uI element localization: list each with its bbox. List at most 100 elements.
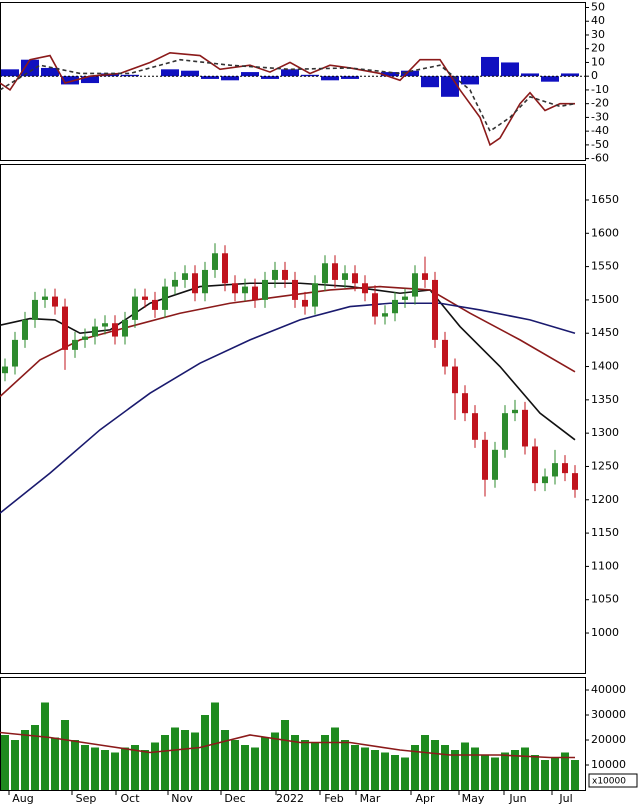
y-tick-label: 50: [591, 0, 605, 13]
y-tick-label: 1100: [591, 559, 619, 572]
candle-body: [272, 269, 278, 280]
histogram-bar: [81, 76, 99, 84]
candle-body: [352, 273, 358, 284]
volume-bar: [381, 752, 389, 790]
histogram-bar: [201, 76, 219, 79]
histogram-bar: [341, 76, 359, 79]
y-tick-label: 30000: [591, 708, 626, 721]
y-tick-label: 1550: [591, 260, 619, 273]
candle-body: [502, 413, 508, 450]
candle-body: [412, 273, 418, 297]
histogram-bar: [281, 69, 299, 77]
candle-body: [522, 409, 528, 447]
candle-body: [402, 296, 408, 300]
y-tick-label: -10: [591, 83, 609, 96]
volume-bar: [81, 745, 89, 790]
volume-bar: [521, 747, 529, 790]
volume-bar: [1, 735, 9, 790]
volume-bar: [241, 745, 249, 790]
volume-bar: [221, 730, 229, 790]
volume-bar: [441, 745, 449, 790]
volume-bar: [361, 747, 369, 790]
volume-bar: [251, 747, 259, 790]
candle-body: [312, 283, 318, 307]
histogram-bar: [21, 59, 39, 77]
volume-bar: [301, 740, 309, 790]
x-tick-label: 2022: [276, 792, 304, 805]
candle-body: [422, 273, 428, 280]
histogram-bar: [181, 70, 199, 77]
histogram-bar: [501, 62, 519, 77]
candle-body: [442, 339, 448, 367]
volume-bar: [51, 737, 59, 790]
histogram-bar: [481, 56, 499, 77]
y-tick-label: -30: [591, 110, 609, 123]
panel-frame: [0, 164, 586, 674]
x-tick-label: Nov: [171, 792, 193, 805]
candle-body: [2, 366, 8, 374]
candle-body: [242, 286, 248, 294]
volume-bar: [61, 720, 69, 790]
ma-line: [0, 731, 575, 759]
volume-bar: [551, 757, 559, 790]
y-tick-label: -60: [591, 152, 609, 165]
volume-bar: [411, 745, 419, 790]
candle-body: [462, 393, 468, 414]
candle-body: [182, 273, 188, 280]
candle-body: [282, 269, 288, 280]
candle-body: [52, 296, 58, 307]
histogram-bar: [121, 74, 139, 77]
candle-body: [42, 296, 48, 300]
volume-bar: [91, 747, 99, 790]
unit-box: [588, 773, 638, 788]
volume-bar: [41, 702, 49, 790]
candle-body: [382, 313, 388, 317]
volume-bar: [291, 735, 299, 790]
histogram-bar: [1, 69, 19, 77]
candle-body: [162, 286, 168, 310]
volume-bar: [461, 742, 469, 790]
candle-body: [122, 319, 128, 337]
y-tick-label: 40: [591, 14, 605, 27]
y-tick-label: -40: [591, 124, 609, 137]
panel-frame: [0, 677, 586, 791]
candle-body: [512, 409, 518, 414]
histogram-bar: [321, 76, 339, 81]
candle-body: [32, 299, 38, 320]
volume-bar: [571, 760, 579, 790]
y-tick-label: 40000: [591, 683, 626, 696]
volume-bar: [281, 720, 289, 790]
y-tick-label: 1250: [591, 459, 619, 472]
volume-bar: [71, 740, 79, 790]
y-tick-label: 1600: [591, 226, 619, 239]
volume-bar: [341, 740, 349, 790]
histogram-bar: [41, 67, 59, 77]
y-tick-label: 1650: [591, 193, 619, 206]
volume-bar: [161, 735, 169, 790]
y-tick-label: 20000: [591, 733, 626, 746]
y-tick-label: 1300: [591, 426, 619, 439]
volume-bar: [261, 737, 269, 790]
histogram-bar: [241, 72, 259, 77]
volume-bar: [151, 742, 159, 790]
candle-body: [12, 339, 18, 367]
histogram-bar: [421, 76, 439, 88]
volume-bar: [511, 750, 519, 790]
candle-body: [532, 446, 538, 484]
histogram-bar: [381, 72, 399, 77]
candle-body: [132, 296, 138, 320]
candle-body: [172, 279, 178, 287]
candle-body: [302, 299, 308, 307]
y-tick-label: 1400: [591, 360, 619, 373]
volume-bar: [181, 730, 189, 790]
histogram-bar: [521, 73, 539, 77]
volume-bar: [201, 715, 209, 790]
volume-bar: [531, 755, 539, 790]
unit-label: x10000: [592, 777, 626, 787]
x-tick-label: Mar: [360, 792, 381, 805]
y-tick-label: 1200: [591, 493, 619, 506]
ma-line: [0, 282, 576, 441]
candle-body: [542, 476, 548, 484]
volume-bar: [31, 725, 39, 790]
